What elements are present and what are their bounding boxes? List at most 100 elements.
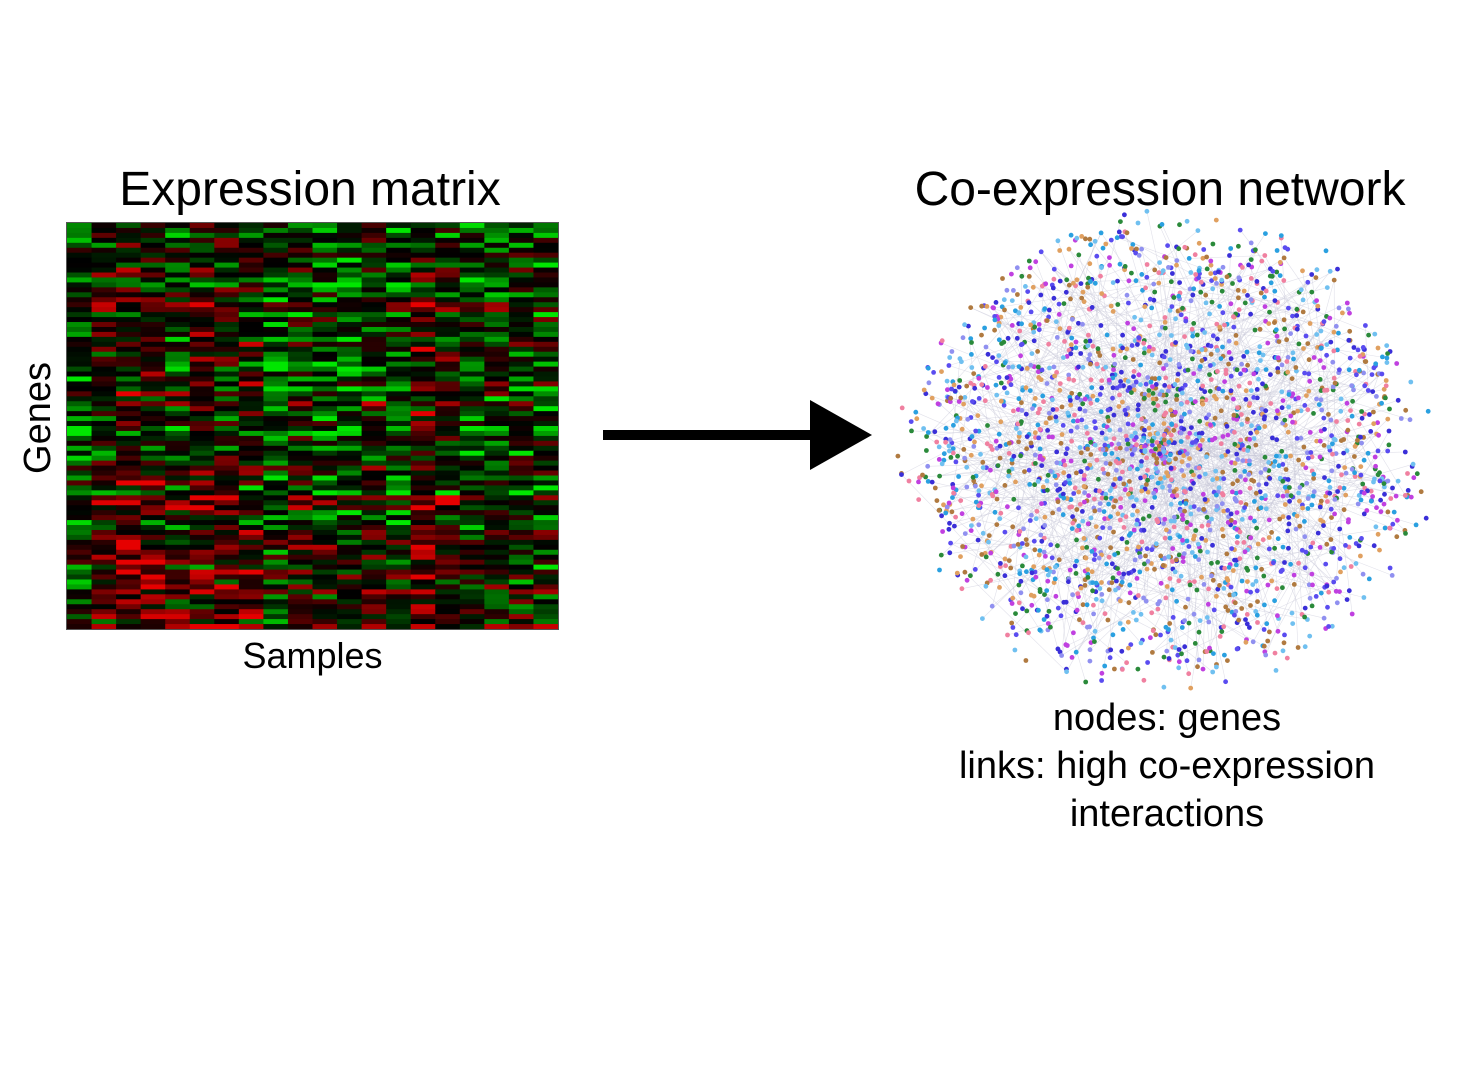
heatmap-cell <box>91 361 117 368</box>
network-node <box>1216 269 1221 275</box>
network-node <box>1279 362 1285 368</box>
network-node <box>1075 418 1080 424</box>
network-node <box>1254 387 1260 392</box>
heatmap-cell <box>533 371 558 378</box>
heatmap-cell <box>214 599 240 605</box>
heatmap-cell <box>67 480 93 487</box>
network-node <box>936 444 942 450</box>
network-node <box>1209 560 1214 566</box>
heatmap-cell <box>189 416 215 422</box>
heatmap-cell <box>263 574 289 581</box>
heatmap-cell <box>116 272 142 279</box>
heatmap-cell <box>263 386 289 392</box>
network-node <box>1011 288 1016 293</box>
network-node <box>1276 339 1282 344</box>
heatmap-cell <box>337 346 363 353</box>
network-node <box>956 474 961 479</box>
heatmap-cell <box>435 529 461 536</box>
heatmap-cell <box>238 292 264 298</box>
network-node <box>1244 349 1250 355</box>
heatmap-cell <box>165 341 191 348</box>
heatmap-cell <box>116 554 142 561</box>
network-link <box>941 487 1365 556</box>
network-node <box>1058 440 1064 446</box>
network-node <box>1174 397 1179 402</box>
network-node <box>988 577 993 583</box>
network-node <box>1114 578 1119 584</box>
network-node <box>972 567 978 572</box>
caption-line-links: links: high co-expression <box>958 745 1376 787</box>
heatmap-cell <box>435 465 461 472</box>
heatmap-cell <box>165 336 191 343</box>
network-node <box>1174 258 1180 263</box>
network-node <box>1044 381 1050 386</box>
heatmap-cell <box>361 307 387 313</box>
network-node <box>1321 365 1327 370</box>
network-node <box>1074 277 1080 283</box>
network-node <box>1186 544 1192 549</box>
network-node <box>1382 491 1387 497</box>
network-node <box>946 363 952 368</box>
network-node <box>1032 324 1038 330</box>
network-node <box>1039 501 1044 507</box>
heatmap-cell <box>484 435 510 442</box>
network-node <box>948 455 954 460</box>
network-node <box>1101 470 1107 476</box>
heatmap-cell <box>116 411 142 417</box>
heatmap-cell <box>533 539 558 546</box>
network-node <box>1349 466 1355 472</box>
heatmap-cell <box>116 594 142 600</box>
heatmap-cell <box>116 614 142 620</box>
network-node <box>1207 311 1212 317</box>
network-node <box>1179 401 1184 407</box>
heatmap-cell <box>165 455 191 462</box>
network-node <box>1309 272 1315 277</box>
network-node <box>1307 378 1313 384</box>
heatmap-cell <box>533 307 558 313</box>
heatmap-cell <box>238 539 264 546</box>
network-node <box>1367 412 1372 417</box>
heatmap-cell <box>312 445 338 452</box>
heatmap-cell <box>459 495 485 501</box>
network-node <box>1307 595 1313 601</box>
network-node <box>1009 601 1015 606</box>
heatmap-cell <box>116 287 142 293</box>
network-node <box>1080 602 1086 608</box>
heatmap-cell <box>263 619 289 625</box>
heatmap-cell <box>337 317 363 323</box>
network-node <box>1036 322 1042 327</box>
heatmap-cell <box>361 544 387 551</box>
network-link <box>1380 480 1399 512</box>
heatmap-cell <box>484 574 510 581</box>
genes-axis-label: Genes <box>17 362 59 474</box>
network-node <box>1281 255 1287 261</box>
network-node <box>1080 401 1086 407</box>
heatmap-cell <box>533 302 558 308</box>
network-node <box>1071 630 1076 636</box>
network-node <box>1118 219 1123 224</box>
network-link <box>1061 267 1102 656</box>
heatmap-cell <box>140 534 166 541</box>
heatmap-cell <box>410 262 436 269</box>
heatmap-cell <box>484 376 510 383</box>
heatmap-cell <box>484 505 510 511</box>
network-node <box>1275 493 1281 499</box>
heatmap-cell <box>533 237 558 244</box>
network-node <box>1288 561 1293 567</box>
network-node <box>1147 431 1153 437</box>
network-node <box>952 388 958 394</box>
network-node <box>1077 445 1083 450</box>
heatmap-cell <box>337 326 363 333</box>
network-node <box>961 447 967 452</box>
heatmap-cell <box>484 267 510 274</box>
network-node <box>1166 439 1172 445</box>
network-node <box>1019 273 1025 279</box>
heatmap-cell <box>116 237 142 244</box>
heatmap-cell <box>263 237 289 244</box>
heatmap-cell <box>410 490 436 496</box>
heatmap-cell <box>165 579 191 586</box>
heatmap-cell <box>312 297 338 303</box>
heatmap-cell <box>238 510 264 516</box>
network-node <box>1282 417 1288 423</box>
network-node <box>1237 529 1243 535</box>
